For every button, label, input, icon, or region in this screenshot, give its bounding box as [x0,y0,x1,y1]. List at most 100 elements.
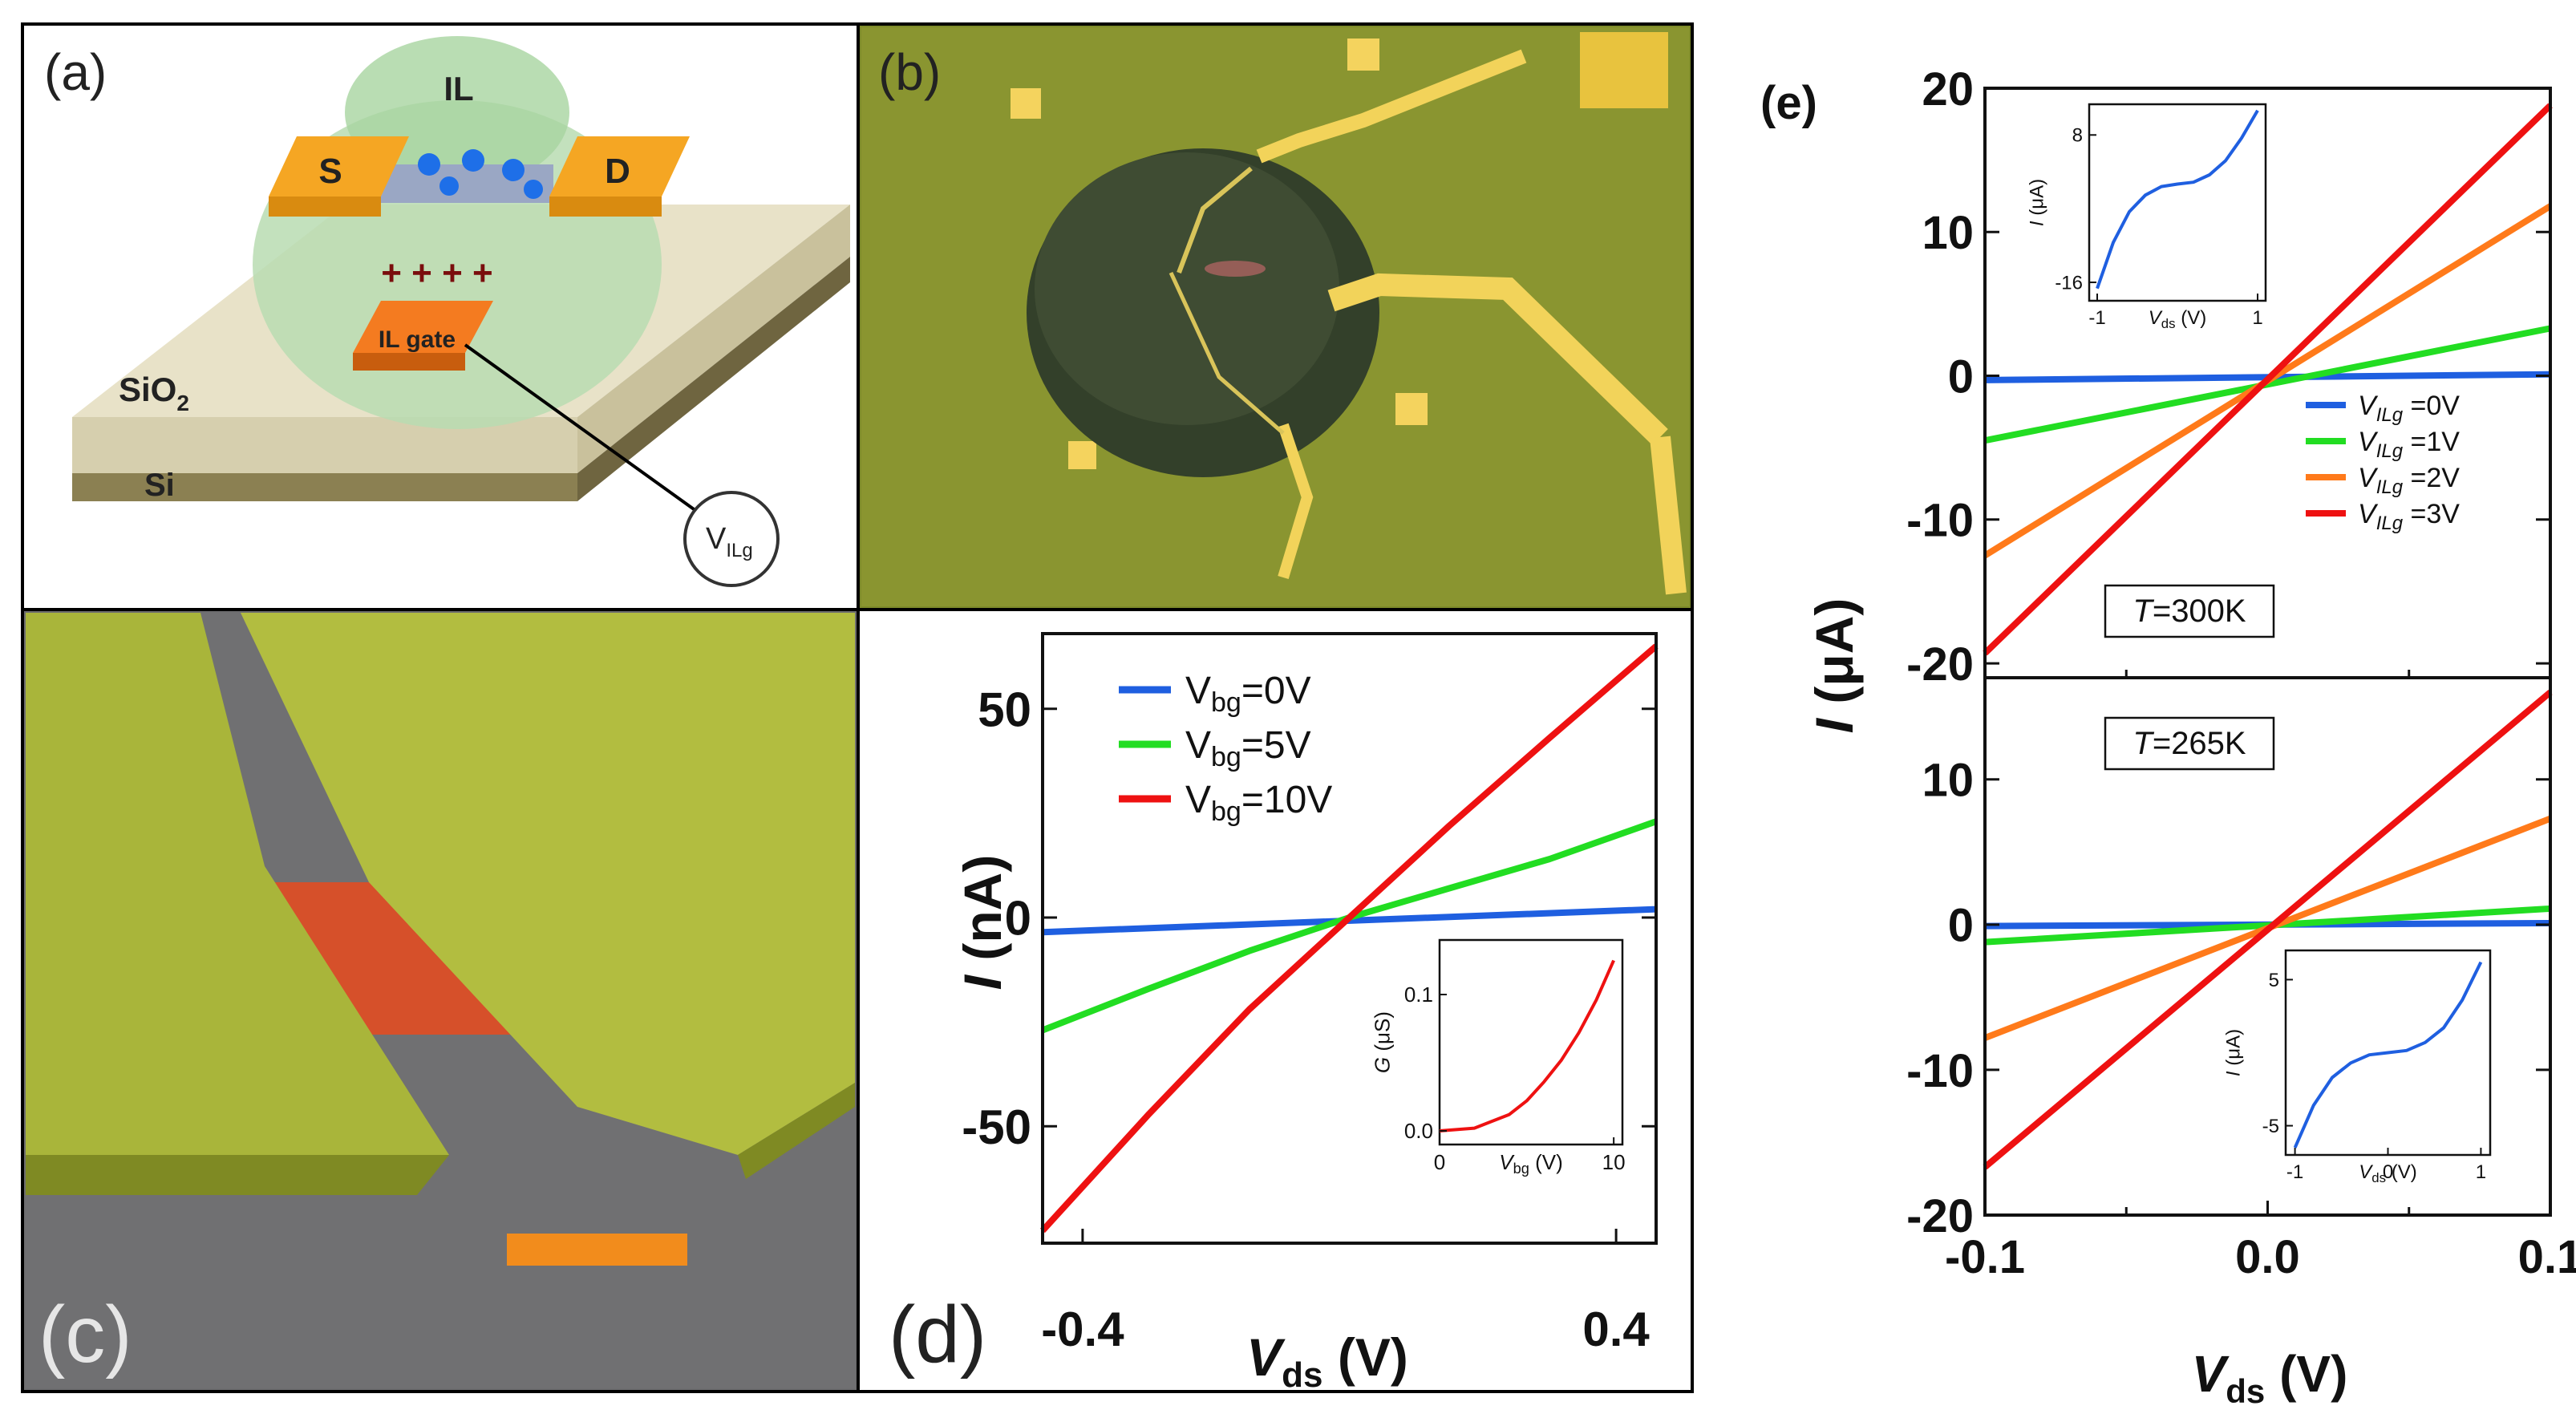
scale-bar [507,1234,687,1266]
plot-e-top-inset-series-0 [2096,109,2259,290]
sio2-layer-side [577,205,850,473]
plot-d-inset-ylabel: G (μS) [1371,1011,1395,1073]
panel-d-plot: 50 0 -50 -0.4 0.4 Vds (V) I (nA) Vbg=0V Vbg=5V Vb… [953,632,1659,1395]
plot-e-top-temp-box [2104,584,2275,638]
electron-icon [524,180,543,199]
electrode-trace [1327,273,1668,446]
panel-b: (b) [857,22,1694,611]
il-gate-electrode-side [353,353,465,371]
plot-d-inset-series-0 [1439,959,1615,1132]
left-electrode-edge [26,1155,449,1195]
plot-e-top-ytick-label: 20 [1922,63,1974,115]
electrode-trace [1650,436,1687,595]
sio2-layer-front [72,417,577,473]
plot-d-legend-label-0: Vbg=0V [1185,670,1311,718]
plot-e-bottom-inset-ytick-label: -5 [2262,1116,2279,1137]
contact-pad [1347,38,1379,71]
plot-e-bottom-xtick-label: -0.1 [1945,1231,2025,1283]
plot-d-ytick-label: -50 [962,1100,1031,1154]
right-electrode [241,613,855,1155]
plot-e-bottom-temp-box [2104,716,2275,771]
plot-d-inset-xtick-label: 10 [1602,1150,1626,1174]
plot-d-xtick-label: 0.4 [1582,1303,1650,1356]
plot-d-inset-ytick-label: 0.1 [1404,983,1433,1007]
plot-e-xlabel: Vds (V) [2192,1345,2348,1410]
contact-pad [1068,441,1096,469]
plot-e-legend-label-1: VILg =1V [2358,427,2460,462]
plot-e-ylabel: I (μA) [1804,598,1864,734]
electron-icon [418,153,440,176]
plot-d-inset-ytick-label: 0.0 [1404,1119,1433,1143]
plot-e-top-inset-xtick-label: 1 [2252,307,2262,329]
plot-d-ylabel: I (nA) [953,855,1012,991]
plot-e-bottom-inset-xtick-label: -1 [2286,1161,2303,1183]
si-layer-side [577,257,850,501]
sio2-label: SiO2 [119,371,189,415]
plot-e-bottom-series-3 [1983,690,2553,1170]
panel-a-label: (a) [44,43,107,101]
plot-e-bottom-xtick-label: 0.1 [2518,1231,2576,1283]
plot-e-legend-label-0: VILg =0V [2358,391,2460,426]
drain-label: D [605,152,630,191]
plot-e-bottom-ytick-label: 0 [1948,900,1974,952]
plot-d-ytick-label: 0 [1005,892,1031,946]
source-electrode [269,136,409,197]
plot-e-bottom-ytick-label: -10 [1906,1045,1974,1097]
plot-e-bottom-inset-xtick-label: 1 [2476,1161,2486,1183]
panel-b-label: (b) [878,43,941,101]
plot-d-xtick-label: -0.4 [1041,1303,1124,1356]
si-layer-front [72,473,577,501]
electrode-trace [1278,423,1314,580]
il-label: IL [444,70,473,107]
drain-electrode [549,136,690,197]
plot-e-top-ytick-label: 0 [1948,350,1974,403]
plot-e-top-ytick-label: -20 [1906,638,1974,691]
plot-d-inset-frame [1438,938,1624,1146]
panel-c: (c) [21,608,860,1393]
il-gate-electrode [353,301,493,353]
il-gate-label: IL gate [379,326,456,353]
plot-e-bottom-inset-ytick-label: 5 [2269,970,2279,991]
vilg-terminal [683,491,780,587]
plot-e-top-inset-ylabel: I (μA) [2026,179,2047,226]
plot-e-bottom-xtick-label: 0.0 [2235,1231,2300,1283]
electron-icon [439,176,459,196]
left-electrode [26,613,449,1155]
panel-e-label: (e) [1760,77,1817,129]
plot-e-bottom-temp-label: T=265K [2132,726,2246,761]
plot-e-legend-label-3: VILg =3V [2358,499,2460,534]
plot-d-inset-xtick-label: 0 [1434,1150,1445,1174]
plot-d-xlabel: Vds (V) [1246,1327,1408,1395]
panel-c-label: (c) [38,1290,132,1380]
drain-electrode-side [549,197,662,217]
electrode-trace [1256,49,1527,164]
plot-e-top-inset-xtick-label: -1 [2088,307,2105,329]
panel-a: (a) IL S D + + + + IL gate SiO2 Si VILg [21,22,860,611]
plot-d-inset-xlabel: Vbg (V) [1499,1150,1562,1177]
si-label: Si [144,468,175,503]
right-electrode-edge [738,1083,855,1179]
plot-e-top-ytick-label: -10 [1906,495,1974,547]
plot-d-series-2 [1040,643,1659,1234]
plot-e-top-inset-frame [2088,103,2267,302]
plot-e-top-inset-ytick-label: 8 [2072,125,2083,147]
gate-wire [464,343,723,531]
plot-e-bottom-ytick-label: 10 [1922,755,1974,807]
charges-label: + + + + [381,253,492,293]
contact-pad [1395,393,1428,425]
plot-e-bottom-inset-series-0 [2293,961,2483,1149]
source-label: S [318,152,342,191]
plot-d-axes-frame [1041,632,1658,1245]
panel-d-label: (d) [889,1290,986,1380]
plot-e-top-temp-label: T=300K [2132,594,2246,629]
contact-pad [1011,88,1041,119]
electron-icon [502,159,525,181]
plot-e-bottom-ytick-label: -20 [1906,1190,1974,1242]
plot-d-legend-label-1: Vbg=5V [1185,724,1311,772]
flake-edge [1177,166,1253,274]
plot-e-bottom-inset-ylabel: I (μA) [2222,1029,2244,1076]
plot-e-top-ytick-label: 10 [1922,207,1974,259]
plot-d-ytick-label: 50 [978,683,1031,736]
